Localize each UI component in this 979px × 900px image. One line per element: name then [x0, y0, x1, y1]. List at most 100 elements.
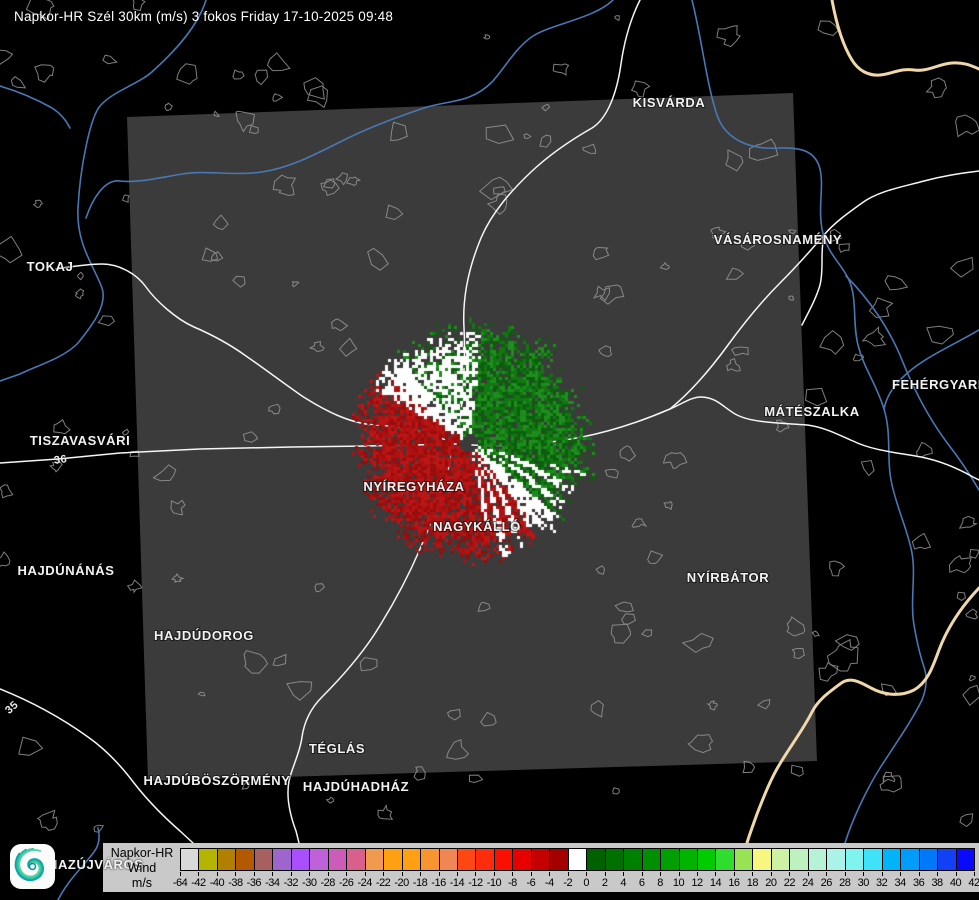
legend-tick — [881, 872, 883, 876]
legend-color-box — [715, 848, 735, 871]
city-label-tiszavasvari: TISZAVASVÁRI — [30, 433, 131, 448]
legend-color-box — [863, 848, 883, 871]
city-label-hajdudorog: HAJDÚDOROG — [154, 628, 254, 643]
legend-tick — [660, 872, 662, 876]
legend-color-box — [660, 848, 680, 871]
legend-product-label: Napkor-HR — [110, 846, 174, 860]
legend-tick — [346, 872, 348, 876]
legend-color-box — [641, 848, 662, 871]
legend-color-box — [937, 848, 957, 871]
legend-tick — [752, 872, 754, 876]
legend-color-box — [752, 848, 772, 871]
legend-color-box — [512, 848, 532, 871]
city-label-vasarosnameny: VÁSÁROSNAMÉNY — [714, 232, 842, 247]
legend-color-box — [327, 848, 348, 871]
cyclone-eye — [28, 862, 37, 871]
legend-color-box — [290, 848, 311, 871]
product-title: Napkor-HR Szél 30km (m/s) 3 fokos Friday… — [14, 9, 393, 24]
legend-tick — [641, 872, 643, 876]
legend-color-box — [900, 848, 920, 871]
legend-color-box — [586, 848, 606, 871]
legend-color-box — [364, 848, 385, 871]
city-label-hajduhadhaz: HAJDÚHADHÁZ — [303, 779, 409, 794]
city-labels: KISVÁRDA VÁSÁROSNAMÉNY TOKAJ FEHÉRGYARMAT MÁ… — [16, 94, 979, 795]
legend-tick — [604, 872, 606, 876]
legend-color-box — [438, 848, 458, 871]
legend-color-box — [844, 848, 865, 871]
legend-color-box — [180, 848, 200, 871]
legend-tick — [198, 872, 200, 876]
cyclone-spiral-icon — [14, 847, 45, 882]
legend-tick — [586, 872, 588, 876]
legend-tick — [863, 872, 865, 876]
legend-tick — [216, 872, 218, 876]
legend-color-box — [567, 848, 588, 871]
road-number-35: 35 — [3, 699, 21, 717]
legend-tick — [678, 872, 680, 876]
legend-tick — [383, 872, 385, 876]
legend-color-box — [881, 848, 902, 871]
legend-tick — [420, 872, 422, 876]
legend-color-box — [789, 848, 809, 871]
legend-tick — [327, 872, 329, 876]
legend-tick — [955, 872, 957, 876]
legend-color-box — [401, 848, 422, 871]
color-scale-legend: Napkor-HR Wind m/s -64 -42 -40 -38 -36 -34 -32… — [103, 843, 979, 892]
legend-tick — [549, 872, 551, 876]
legend-tick — [235, 872, 237, 876]
legend-tick — [715, 872, 717, 876]
city-label-mateszalka: MÁTÉSZALKA — [764, 404, 860, 419]
legend-color-box — [235, 848, 255, 871]
legend-tick — [937, 872, 939, 876]
legend-tick — [567, 872, 569, 876]
legend-tick — [530, 872, 532, 876]
legend-tick — [900, 872, 902, 876]
legend-color-box — [807, 848, 828, 871]
hungaromet-logo — [10, 844, 55, 889]
city-label-nyirbator: NYÍRBÁTOR — [687, 570, 769, 585]
legend-tick — [789, 872, 791, 876]
legend-color-box — [420, 848, 440, 871]
legend-color-box — [383, 848, 403, 871]
legend-tick — [401, 872, 403, 876]
legend-tick — [475, 872, 477, 876]
legend-tick — [974, 872, 975, 876]
legend-color-box — [770, 848, 791, 871]
legend-color-box — [198, 848, 218, 871]
legend-color-box — [955, 848, 975, 871]
legend-color-box — [456, 848, 477, 871]
city-label-nyiregyhaza: NYÍREGYHÁZA — [363, 479, 464, 494]
legend-tick — [512, 872, 514, 876]
legend-color-box — [623, 848, 643, 871]
legend-color-box — [253, 848, 274, 871]
city-label-kisvarda: KISVÁRDA — [633, 95, 706, 110]
legend-tick — [456, 872, 458, 876]
legend-color-box — [733, 848, 754, 871]
legend-tick — [807, 872, 809, 876]
legend-tick — [826, 872, 828, 876]
city-label-teglas: TÉGLÁS — [309, 741, 365, 756]
legend-color-box — [697, 848, 717, 871]
legend-color-box — [678, 848, 699, 871]
legend-color-box — [346, 848, 366, 871]
legend-color-box — [475, 848, 495, 871]
city-label-nagykallo: NAGYKÁLLÓ — [433, 519, 521, 534]
legend-color-box — [530, 848, 551, 871]
legend-color-box — [216, 848, 237, 871]
city-label-hajduboszormeny: HAJDÚBÖSZÖRMÉNY — [144, 773, 291, 788]
legend-tick — [290, 872, 292, 876]
legend-tick — [918, 872, 920, 876]
legend-color-box — [549, 848, 569, 871]
city-label-tokaj: TOKAJ — [27, 259, 74, 274]
legend-color-box — [918, 848, 939, 871]
legend-tick-label: 42 — [968, 877, 979, 889]
legend-tick — [309, 872, 311, 876]
legend-color-box — [604, 848, 625, 871]
legend-tick — [438, 872, 440, 876]
legend-quantity-label: Wind — [127, 861, 157, 875]
city-label-fehergyarmat: FEHÉRGYARMAT — [892, 377, 979, 392]
legend-tick — [493, 872, 495, 876]
legend-tick — [180, 872, 181, 876]
legend-tick — [844, 872, 846, 876]
